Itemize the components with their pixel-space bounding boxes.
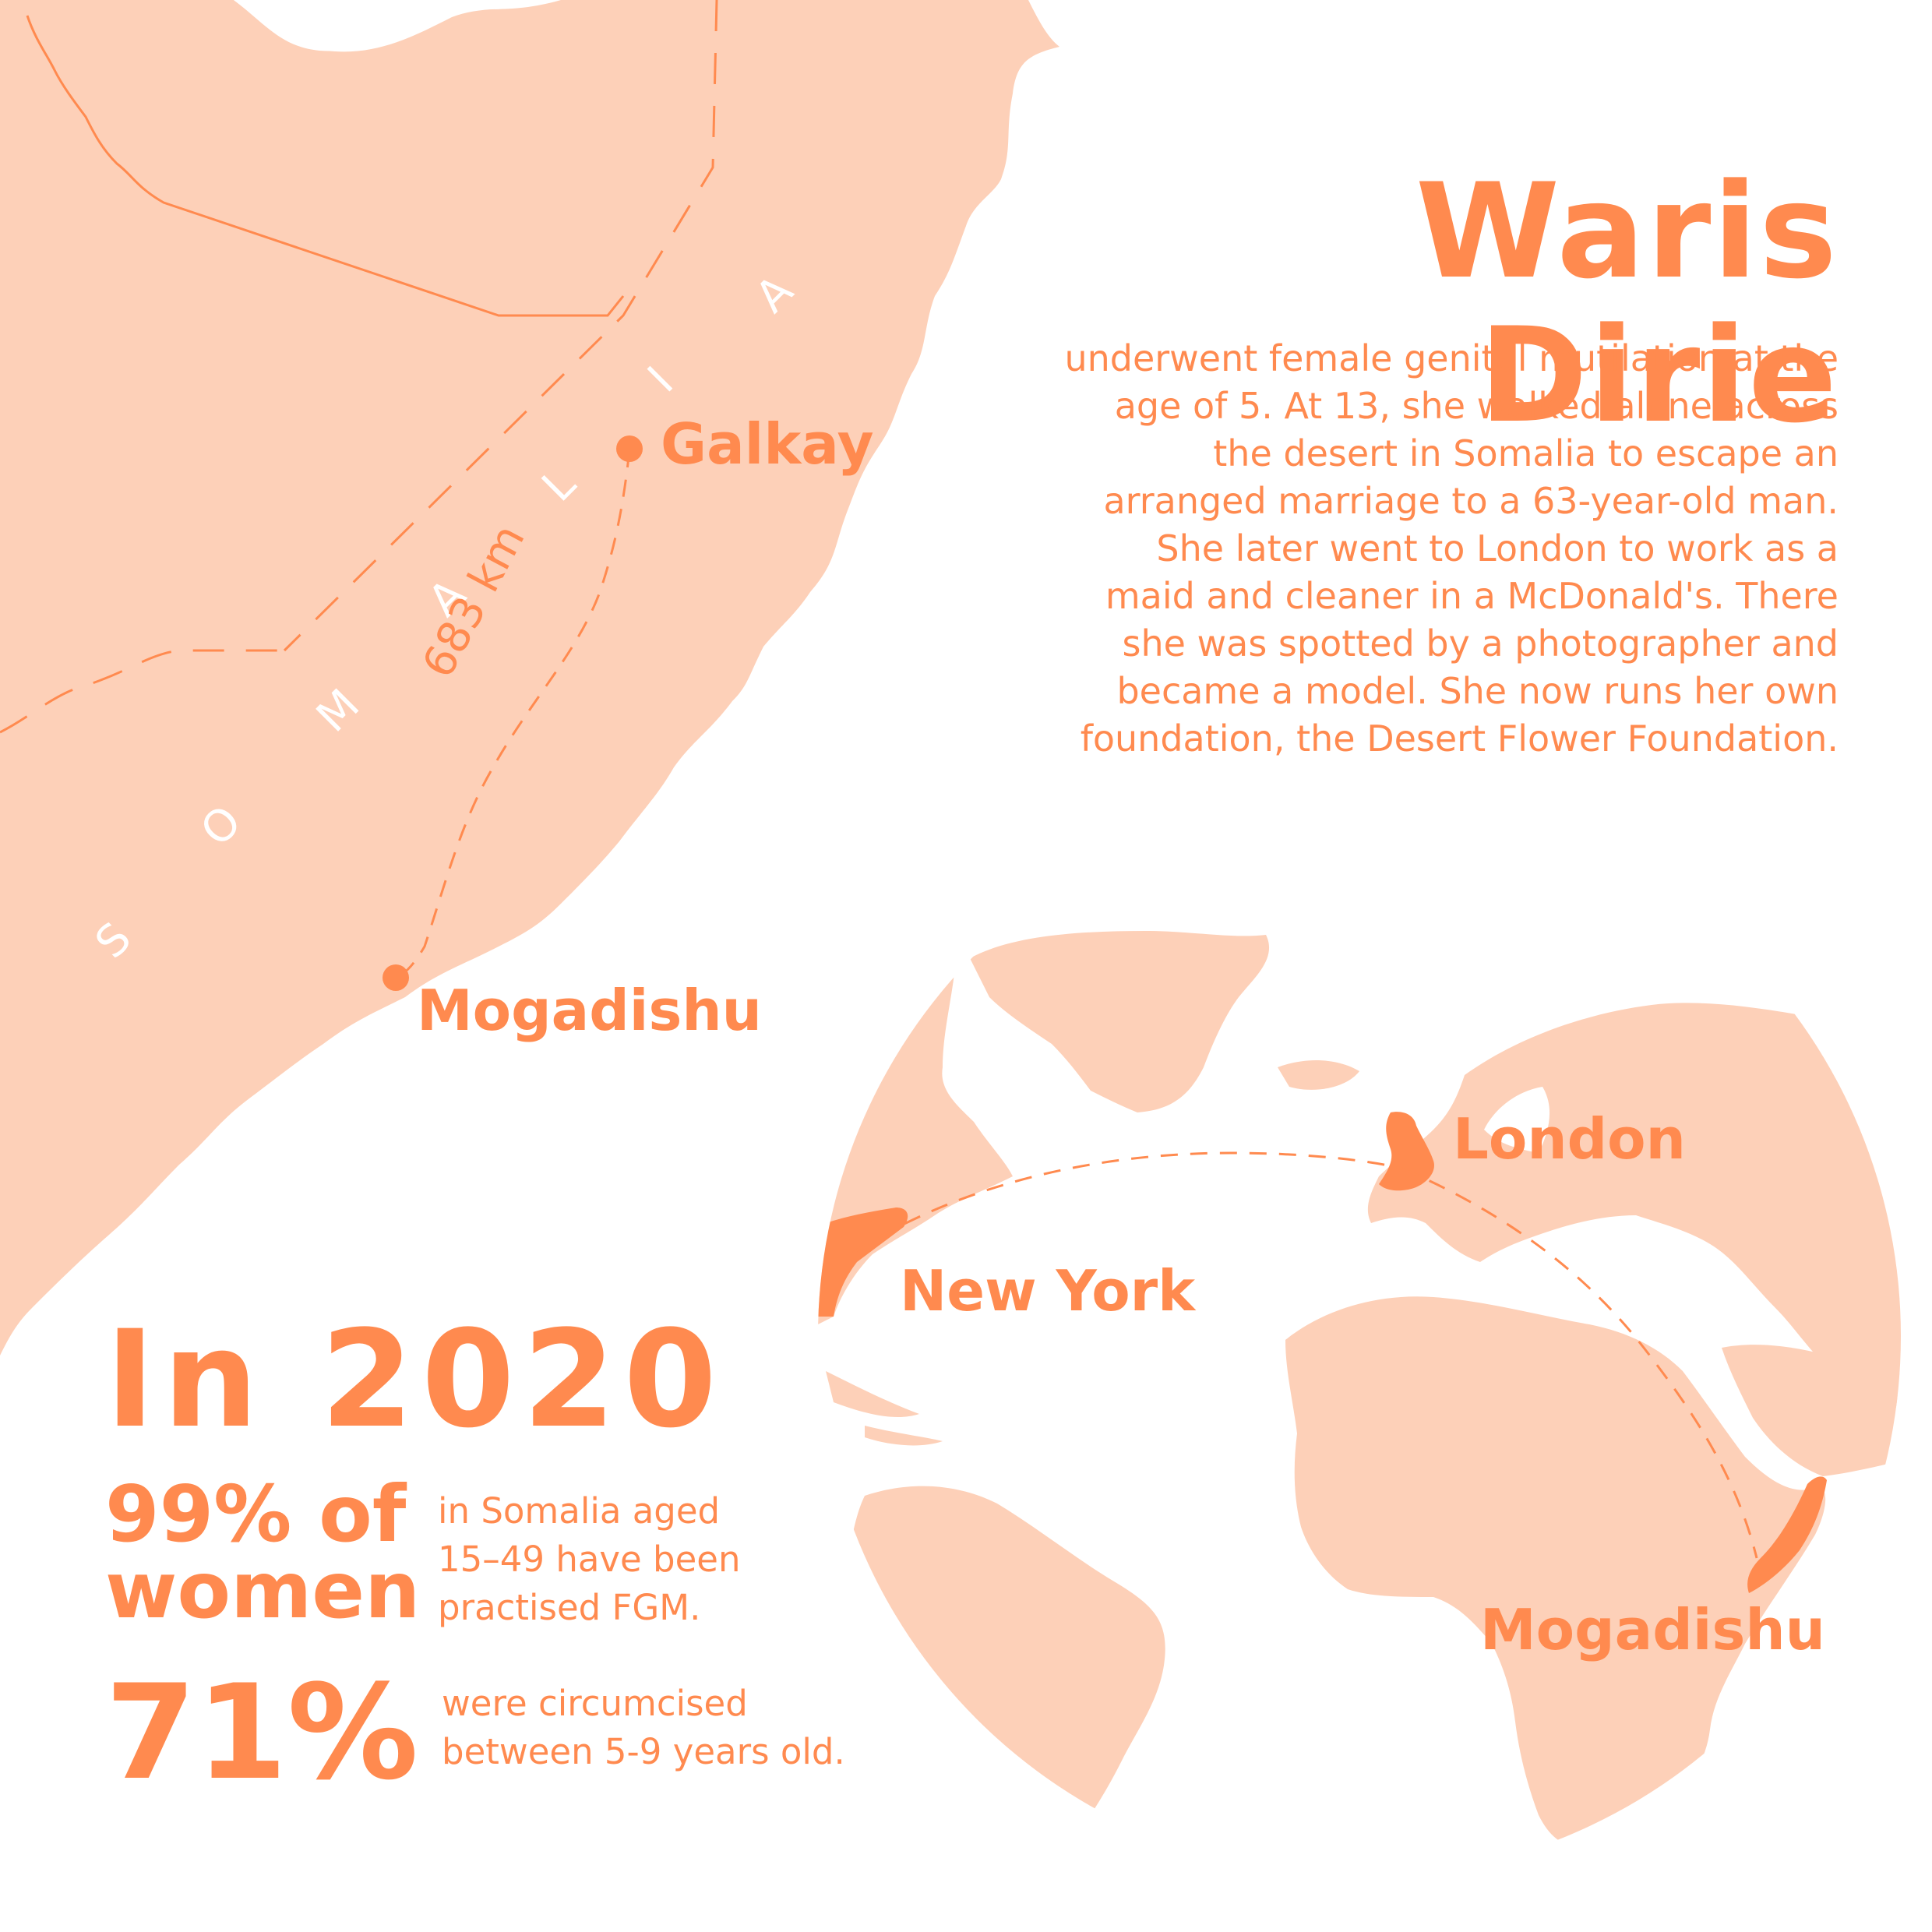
uk-highlight xyxy=(1379,1112,1434,1191)
stat-value: women xyxy=(105,1545,421,1636)
route-galkay-mogadishu xyxy=(395,450,631,979)
globe xyxy=(818,857,1901,1877)
mogadishu-dot xyxy=(383,964,409,991)
city-label-mogadishu-globe: Mogadishu xyxy=(1480,1597,1825,1662)
border-dashed xyxy=(283,0,718,652)
somalia-map xyxy=(0,0,1059,1356)
city-label-galkay: Galkay xyxy=(661,411,874,477)
somalia-highlight xyxy=(1747,1476,1827,1593)
stat-description: were circumcised xyxy=(442,1683,748,1724)
stats-year: In 2020 xyxy=(105,1301,725,1458)
border-dashed xyxy=(0,649,284,734)
page-title: Waris Dirie xyxy=(1415,155,1839,452)
south-america xyxy=(841,1486,1165,1877)
stat-value: 71% xyxy=(105,1656,419,1809)
stat-description: practised FGM. xyxy=(438,1587,701,1628)
route-newyork-london xyxy=(852,1151,1403,1254)
stat-description: 15–49 have been xyxy=(438,1539,741,1580)
stat-value: 99% of xyxy=(105,1468,407,1560)
somalia-landmass xyxy=(0,0,1059,1356)
africa xyxy=(1285,1296,1826,1847)
bio-paragraph: underwent female genital mutilation at t… xyxy=(1064,337,1839,760)
city-label-mogadishu: Mogadishu xyxy=(417,978,762,1043)
route-london-mogadishu xyxy=(1401,1167,1758,1559)
city-label-new-york: New York xyxy=(900,1258,1196,1324)
greenland xyxy=(970,931,1270,1112)
city-label-london: London xyxy=(1453,1106,1686,1172)
stat-description: between 5-9 years old. xyxy=(442,1731,845,1772)
galkay-dot xyxy=(616,435,643,462)
border-line xyxy=(26,15,625,317)
stat-description: in Somalia aged xyxy=(438,1490,721,1532)
